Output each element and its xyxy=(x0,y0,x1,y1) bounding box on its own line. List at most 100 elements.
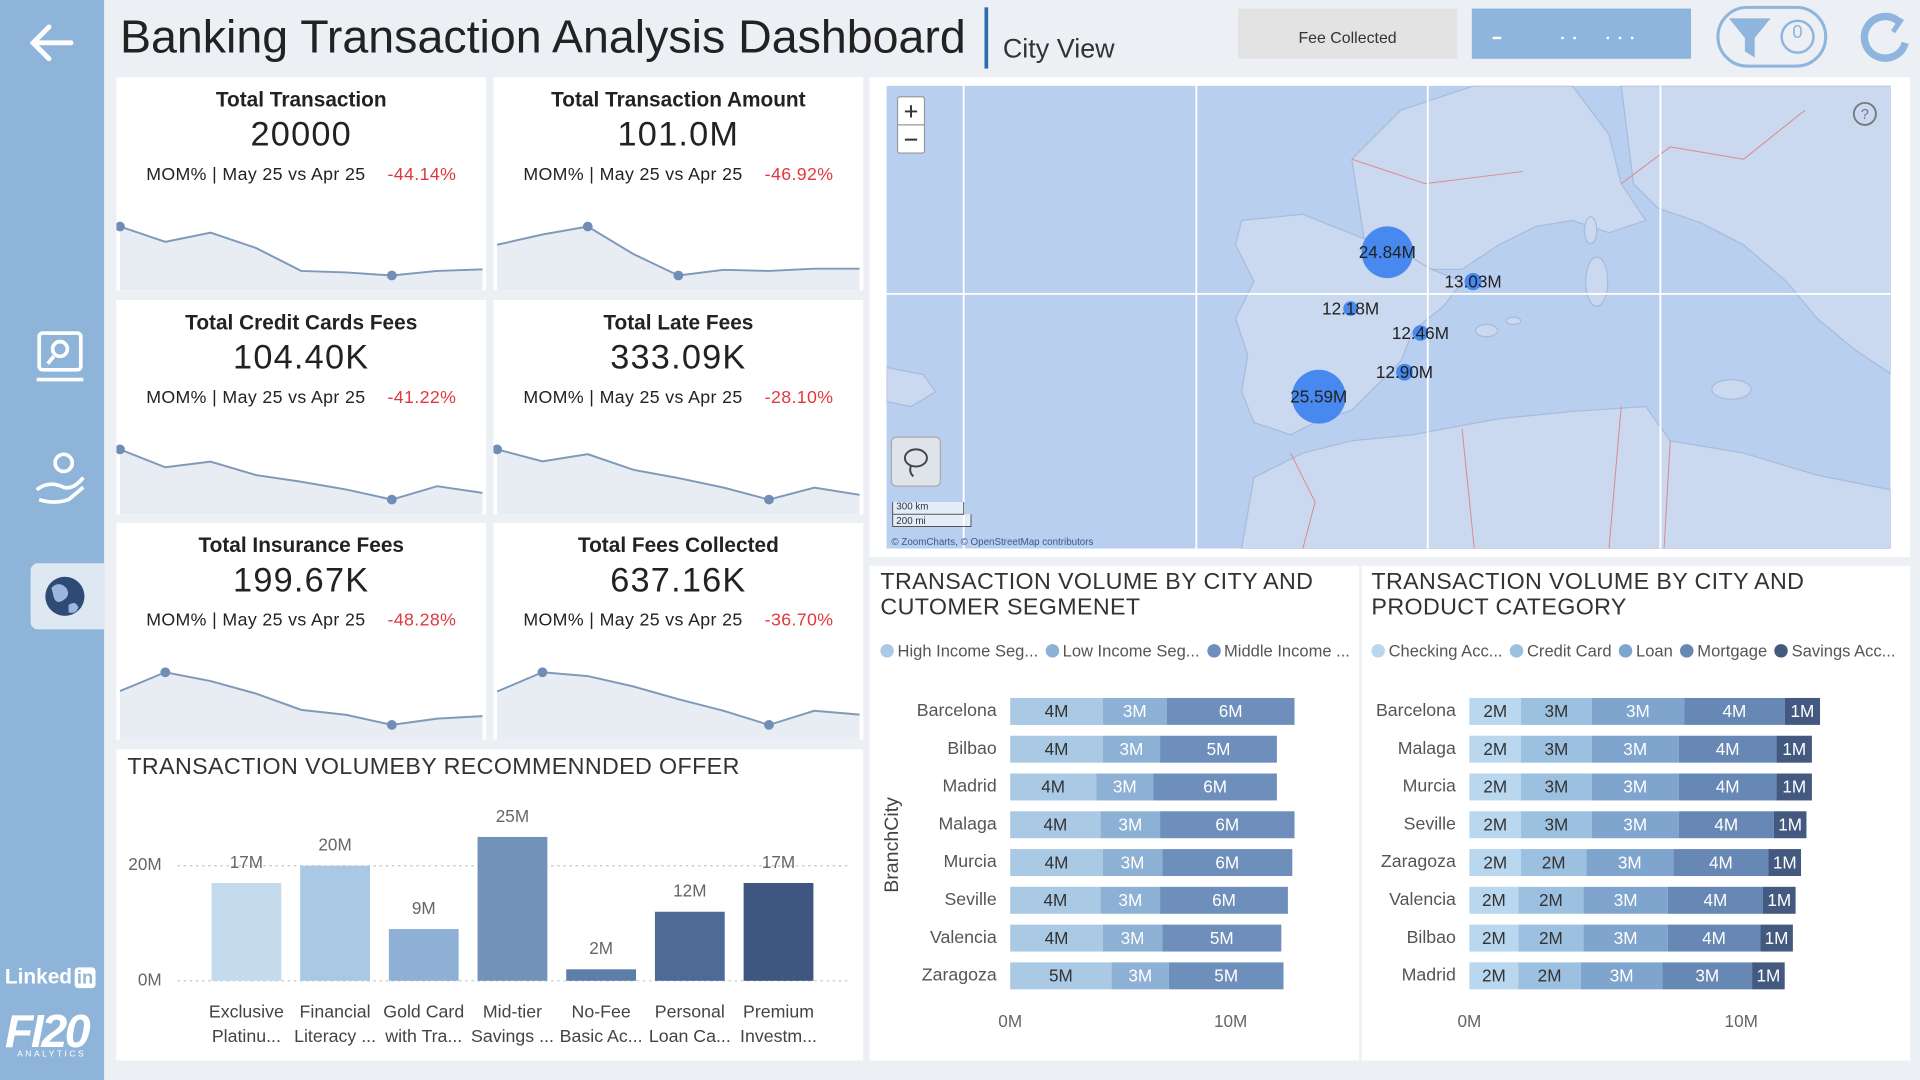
bar-segment xyxy=(1102,697,1167,725)
segment-label: 2M xyxy=(1483,852,1507,872)
sparkline-area xyxy=(497,672,860,740)
bar-segment xyxy=(1521,811,1592,839)
bar-segment xyxy=(1162,924,1282,952)
brand-text: Linked xyxy=(4,964,72,989)
refresh-button[interactable] xyxy=(1860,12,1909,62)
map[interactable]: 300 km 200 mi © ZoomCharts, © OpenStreet… xyxy=(886,85,1891,549)
bar-segment xyxy=(1776,773,1812,801)
legend-label: High Income Seg... xyxy=(897,641,1039,661)
bubble-label: 12.90M xyxy=(1376,362,1433,382)
bar-segment xyxy=(1469,811,1522,839)
kpi-title: Total Insurance Fees xyxy=(198,533,404,558)
segment-label: 3M xyxy=(1544,739,1568,759)
sparkline-line xyxy=(119,671,483,726)
segment-label: 2M xyxy=(1483,777,1507,797)
filter-button[interactable]: 0 xyxy=(1716,5,1828,68)
bar-segment xyxy=(1760,924,1793,952)
bar-segment xyxy=(1667,924,1761,952)
segment-label: 4M xyxy=(1045,701,1069,721)
segment-label: 3M xyxy=(1623,815,1647,835)
kpi-card: Total Transaction 20000 MOM% | May 25 vs A… xyxy=(116,77,487,291)
segment-label: 3M xyxy=(1544,777,1568,797)
x-tick-label: Personal Loan Ca... xyxy=(648,1002,731,1047)
lasso-button[interactable] xyxy=(890,436,942,487)
bar-segment xyxy=(1662,962,1753,990)
sparkline-marker xyxy=(160,667,171,678)
bar-segment xyxy=(1583,924,1668,952)
segment-label: 3M xyxy=(1544,701,1568,721)
linkedin-brand[interactable]: Linked in xyxy=(5,965,96,989)
bar-value-label: 17M xyxy=(230,852,263,872)
bar-segment xyxy=(1096,773,1154,801)
nav-report[interactable] xyxy=(36,331,84,382)
kpi-change: -28.10% xyxy=(764,388,834,408)
legend-swatch xyxy=(1509,644,1524,658)
segment-label: 2M xyxy=(1483,701,1507,721)
sparkline xyxy=(496,667,860,740)
bar-value-label: 2M xyxy=(589,938,613,958)
segment-label: 5M xyxy=(1049,966,1073,986)
segment-label: 1M xyxy=(1778,815,1802,835)
kpi-value: 637.16K xyxy=(610,560,747,599)
kpi-comparison: MOM% | May 25 vs Apr 25 xyxy=(523,165,743,185)
kpi-comparison: MOM% | May 25 vs Apr 25 xyxy=(146,165,366,185)
segment-label: 6M xyxy=(1212,890,1236,910)
x-tick-label: Gold Card with Tra... xyxy=(383,1002,465,1047)
bar-segment xyxy=(1678,811,1774,839)
graticule xyxy=(886,85,1891,549)
segment-label: 2M xyxy=(1539,890,1563,910)
kpi-change: -44.14% xyxy=(387,165,457,185)
kpi-comparison-row: MOM% | May 25 vs Apr 25 -46.92% xyxy=(493,165,863,185)
y-tick-label: Valencia xyxy=(1389,889,1456,909)
segment-label: 2M xyxy=(1538,966,1562,986)
segment-label: 3M xyxy=(1623,739,1647,759)
back-button[interactable] xyxy=(29,24,74,62)
bar xyxy=(654,911,725,981)
sparkline xyxy=(116,221,483,291)
bar-segment xyxy=(1469,849,1522,877)
legend-item: Low Income Seg... xyxy=(1045,642,1200,660)
scale-km: 300 km xyxy=(896,502,928,513)
bar-segment xyxy=(1591,773,1679,801)
bubble-label: 24.84M xyxy=(1359,242,1416,262)
segment-label: 5M xyxy=(1207,739,1231,759)
sparkline-line xyxy=(119,225,483,277)
segment-label: 1M xyxy=(1765,928,1789,948)
help-button[interactable] xyxy=(1852,101,1877,126)
kpi-comparison: MOM% | May 25 vs Apr 25 xyxy=(146,388,366,408)
brand-badge: in xyxy=(74,966,96,988)
button-label: Fee Collected xyxy=(1298,28,1397,47)
kpi-title: Total Fees Collected xyxy=(577,533,779,558)
y-tick-label: Seville xyxy=(944,889,996,909)
amount-button[interactable] xyxy=(1471,8,1692,59)
bar-segment xyxy=(1752,962,1785,990)
segment-label: 6M xyxy=(1215,852,1239,872)
segment-label: 3M xyxy=(1118,890,1142,910)
bar-segment xyxy=(1776,735,1812,763)
sparkline-marker xyxy=(116,444,125,455)
nav-hand[interactable] xyxy=(35,452,85,504)
legend-item: Checking Acc... xyxy=(1371,642,1503,660)
bubble-label: 25.59M xyxy=(1290,386,1347,406)
nav-globe[interactable] xyxy=(45,576,85,616)
bar-segment xyxy=(1773,811,1807,839)
sparkline-area xyxy=(120,226,483,291)
kpi-title: Total Transaction Amount xyxy=(551,88,806,112)
fee-collected-button[interactable]: Fee Collected xyxy=(1237,8,1458,59)
map-scale xyxy=(892,502,972,528)
y-axis-label: BranchCity xyxy=(881,797,903,893)
segment-label: 3M xyxy=(1614,928,1638,948)
dashboard-title: Banking Transaction Analysis Dashboard xyxy=(120,12,966,64)
kpi-comparison: MOM% | May 25 vs Apr 25 xyxy=(523,611,743,631)
zoom-control[interactable] xyxy=(896,96,926,154)
bar xyxy=(566,969,637,981)
legend-label: Loan xyxy=(1636,641,1673,661)
x-tick-label: Mid-tier Savings ... xyxy=(470,1002,554,1047)
x-tick-label: 0M xyxy=(998,1011,1022,1031)
segment-label: 2M xyxy=(1483,815,1507,835)
bar-segment xyxy=(1591,811,1679,839)
legend-swatch xyxy=(1618,644,1633,658)
kpi-comparison: MOM% | May 25 vs Apr 25 xyxy=(523,388,743,408)
kpi-comparison-row: MOM% | May 25 vs Apr 25 -28.10% xyxy=(493,388,863,408)
